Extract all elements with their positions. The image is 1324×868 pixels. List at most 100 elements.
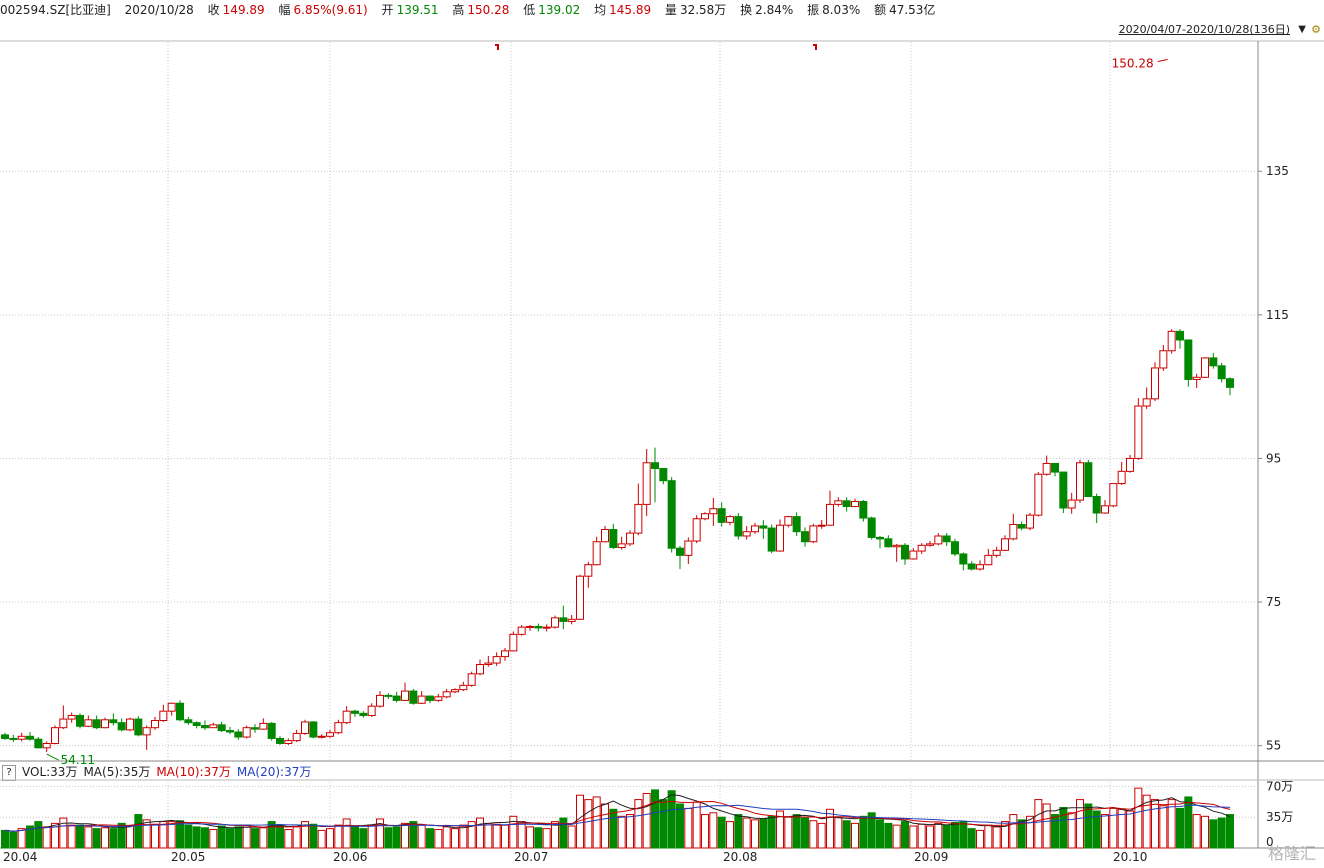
- volume-bar: [1009, 814, 1018, 849]
- candle-body: [301, 721, 309, 734]
- candle-body: [326, 732, 334, 737]
- high-label: 高: [452, 3, 465, 17]
- candle-body: [134, 718, 143, 736]
- volume-bar: [84, 826, 93, 849]
- candle-body: [884, 538, 893, 548]
- x-tick-label: 20.04: [3, 850, 37, 864]
- change-value: 6.85%(9.61): [293, 3, 368, 17]
- candle-body: [701, 513, 709, 520]
- volume-bar: [701, 814, 709, 849]
- volume-bar: [1184, 796, 1193, 849]
- low-annotation: 54.11: [61, 753, 95, 767]
- volume-bar: [851, 822, 859, 849]
- candle-body: [626, 532, 634, 545]
- candle-body: [876, 536, 884, 540]
- candle-body: [601, 529, 609, 543]
- event-marker: [813, 44, 817, 50]
- volume-tick-label: 70万: [1266, 779, 1293, 793]
- candle-body: [434, 696, 443, 701]
- candle-body: [776, 524, 784, 552]
- volume-bar: [767, 815, 776, 849]
- volume-bar: [792, 814, 801, 849]
- volume-bar: [309, 823, 318, 849]
- gear-icon[interactable]: ⚙: [1311, 23, 1321, 36]
- volume-bar: [1059, 807, 1068, 849]
- volume-bar: [76, 824, 84, 849]
- candle-body: [409, 690, 418, 704]
- volume-bar: [284, 829, 293, 849]
- candle-body: [1042, 462, 1051, 475]
- low-marker-arrow: [46, 753, 59, 761]
- candle-body: [1176, 330, 1184, 341]
- volume-bar: [151, 823, 159, 849]
- volume-bar: [917, 823, 926, 849]
- volume-bar: [367, 824, 376, 849]
- volume-bar: [376, 818, 384, 849]
- candle-body: [992, 549, 1001, 556]
- candle-body: [184, 719, 193, 724]
- volume-bar: [601, 803, 609, 849]
- candle-body: [734, 516, 743, 537]
- high-annotation: 150.28: [1112, 57, 1154, 71]
- volume-bar: [542, 828, 551, 849]
- candle-body: [926, 543, 934, 546]
- volume-bar: [142, 819, 151, 849]
- volume-bar: [192, 826, 201, 849]
- candle-body: [459, 684, 468, 691]
- candle-body: [809, 525, 818, 543]
- candle-body: [392, 695, 401, 701]
- volume-bar: [42, 826, 51, 849]
- volume-bar: [651, 789, 659, 849]
- volume-bar: [67, 824, 76, 849]
- volume-bar: [92, 828, 101, 849]
- candle-body: [851, 501, 859, 508]
- volume-bar: [26, 825, 34, 849]
- volume-bar: [301, 821, 309, 849]
- candle-body: [517, 626, 526, 635]
- candle-body: [651, 462, 659, 469]
- candle-body: [642, 462, 651, 505]
- volume-bar: [642, 792, 651, 849]
- date-range-selector[interactable]: 2020/04/07-2020/10/28(136日): [1118, 23, 1290, 36]
- candle-body: [967, 563, 976, 570]
- candle-body: [592, 541, 601, 566]
- candle-body: [659, 467, 668, 482]
- candle-body: [9, 737, 18, 740]
- volume-bar: [1134, 787, 1143, 849]
- x-tick-label: 20.08: [723, 850, 757, 864]
- candle-body: [1184, 339, 1193, 380]
- chevron-down-icon[interactable]: ▼: [1298, 24, 1306, 35]
- candle-body: [217, 724, 226, 732]
- candle-body: [276, 737, 284, 744]
- volume-bar: [551, 821, 559, 849]
- turnover-value: 2.84%: [755, 3, 794, 17]
- volume-bar: [9, 831, 18, 849]
- volume-bar: [184, 824, 193, 849]
- candle-body: [417, 695, 426, 704]
- candle-body: [384, 694, 393, 697]
- candle-body: [1192, 376, 1201, 380]
- change-label: 幅: [278, 3, 291, 17]
- candle-body: [1117, 470, 1126, 485]
- candle-body: [1026, 514, 1034, 529]
- candle-body: [892, 544, 901, 548]
- candle-body: [492, 656, 501, 664]
- candle-body: [751, 525, 759, 533]
- candle-body: [1017, 523, 1026, 529]
- candle-body: [59, 718, 68, 729]
- volume-bar: [117, 822, 126, 849]
- volume-bar: [1109, 807, 1118, 849]
- candle-body: [984, 554, 993, 566]
- volume-bar: [209, 829, 218, 849]
- volume-bar: [1001, 821, 1009, 849]
- amount-value: 47.53亿: [889, 3, 936, 17]
- low-label: 低: [523, 3, 536, 17]
- candle-body: [1134, 405, 1143, 459]
- candle-body: [667, 480, 676, 549]
- candle-body: [726, 516, 734, 523]
- candle-body: [117, 722, 126, 731]
- volume-bar: [842, 820, 851, 849]
- amplitude-label: 振: [807, 3, 820, 17]
- volume-bar: [59, 817, 68, 849]
